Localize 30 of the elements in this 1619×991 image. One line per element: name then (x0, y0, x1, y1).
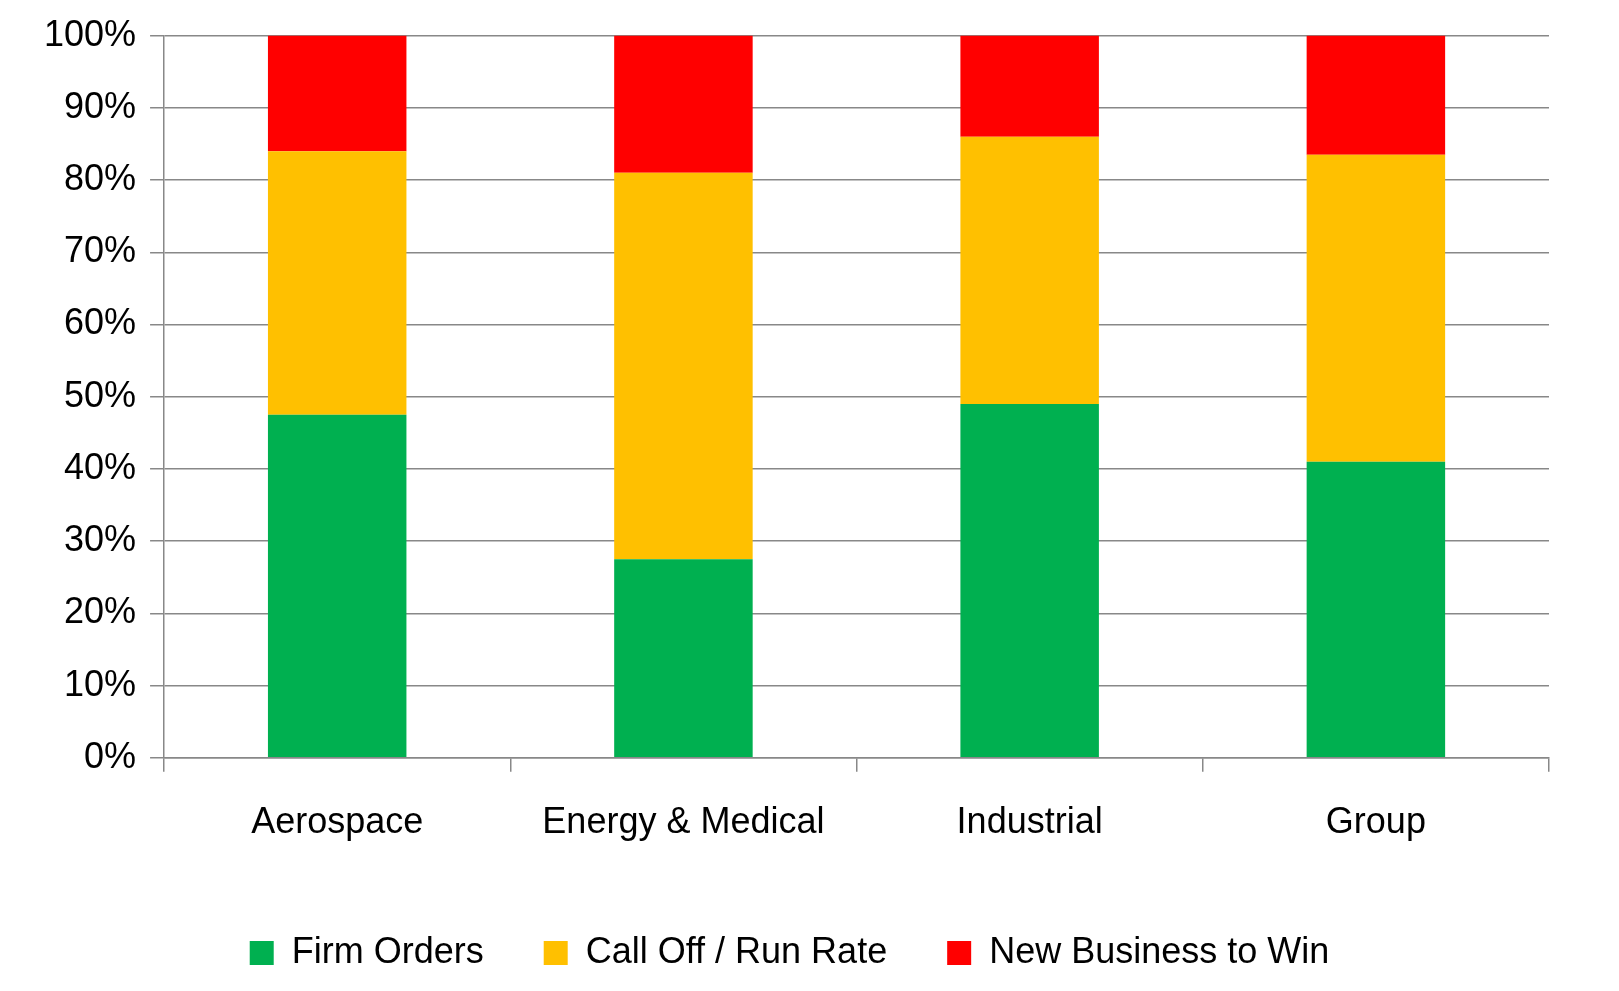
legend-label: Firm Orders (291, 929, 484, 971)
y-tick-label: 90% (64, 84, 137, 126)
bar (960, 35, 1099, 137)
y-tick-label: 70% (64, 229, 137, 271)
bar (267, 414, 407, 758)
x-tick-label: Group (1325, 800, 1426, 842)
legend-label: New Business to Win (989, 929, 1330, 971)
y-tick-label: 30% (64, 518, 137, 560)
bar (614, 559, 753, 758)
y-tick-label: 80% (64, 156, 137, 198)
bar (267, 151, 407, 415)
x-tick-label: Energy & Medical (542, 800, 825, 842)
bar (1306, 154, 1446, 462)
y-tick-label: 20% (64, 590, 137, 632)
x-tick-label: Aerospace (251, 800, 424, 842)
bar (614, 35, 753, 173)
x-tick-label: Industrial (956, 800, 1103, 842)
bar (960, 403, 1099, 758)
legend-label: Call Off / Run Rate (585, 929, 888, 971)
bar (960, 136, 1099, 404)
bar (267, 35, 407, 152)
y-tick-label: 40% (64, 445, 137, 487)
y-tick-label: 10% (64, 662, 137, 704)
bar (1306, 35, 1446, 155)
y-tick-label: 50% (64, 373, 137, 415)
y-tick-label: 100% (44, 12, 137, 54)
bar (614, 172, 753, 560)
y-tick-label: 0% (84, 734, 137, 776)
y-tick-label: 60% (64, 301, 137, 343)
bar (1306, 461, 1446, 758)
